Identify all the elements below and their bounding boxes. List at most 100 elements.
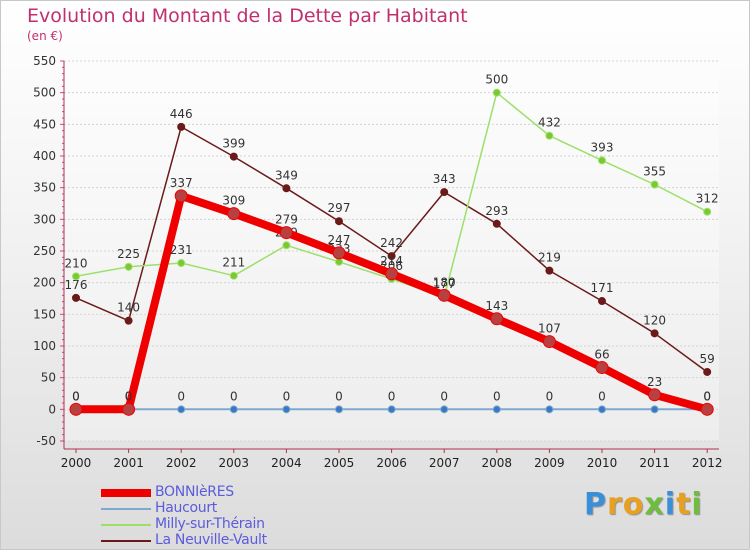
legend-swatch [101,508,151,510]
data-label-haucourt: 0 [388,389,396,403]
logo-letter: t [676,487,692,522]
data-point-bonni-res [700,402,714,416]
data-point-milly-sur-th-rain [650,180,659,189]
data-point-la-neuville-vault [440,188,449,197]
x-tick-label: 2008 [482,456,513,470]
logo-letter: o [622,487,645,522]
data-point-bonni-res [542,335,556,349]
x-tick-label: 2001 [113,456,144,470]
legend-swatch [101,489,151,497]
y-tick-label: 0 [48,402,56,416]
data-point-la-neuville-vault [650,329,659,338]
data-label-haucourt: 0 [177,389,185,403]
data-label-la-neuville-vault: 343 [433,172,456,186]
data-point-milly-sur-th-rain [282,241,291,250]
data-point-haucourt [492,405,501,414]
data-point-haucourt [229,405,238,414]
data-point-la-neuville-vault [72,293,80,302]
x-tick-label: 2004 [271,456,302,470]
data-point-bonni-res [437,288,451,302]
data-point-la-neuville-vault [124,316,133,325]
data-label-la-neuville-vault: 59 [700,352,715,366]
y-tick-label: 450 [33,117,56,131]
data-label-bonni-res: 214 [380,254,403,268]
data-label-la-neuville-vault: 176 [65,278,88,292]
data-point-la-neuville-vault [492,219,501,228]
y-tick-label: 200 [33,276,56,290]
data-point-la-neuville-vault [335,217,343,226]
data-point-milly-sur-th-rain [229,271,238,280]
chart-legend: BONNIèRES Haucourt Milly-sur-Thérain La Neu… [101,484,321,549]
data-point-bonni-res [279,226,293,240]
data-point-haucourt [545,405,554,414]
data-label-bonni-res: 107 [538,322,561,336]
legend-swatch [101,524,151,526]
data-label-la-neuville-vault: 219 [538,251,561,265]
y-tick-label: 400 [33,149,56,163]
y-tick-label: -50 [36,434,56,448]
legend-item: BONNIèRES [101,484,321,501]
data-point-bonni-res [648,388,662,402]
data-point-milly-sur-th-rain [124,262,133,271]
data-label-bonni-res: 0 [125,389,133,403]
data-label-bonni-res: 23 [647,375,662,389]
data-label-bonni-res: 279 [275,213,298,227]
y-tick-label: 250 [33,244,56,258]
logo-letter: i [691,487,703,522]
data-label-la-neuville-vault: 446 [170,107,193,121]
data-label-la-neuville-vault: 171 [591,281,614,295]
data-point-la-neuville-vault [703,367,712,376]
data-label-bonni-res: 0 [72,389,80,403]
data-label-haucourt: 0 [598,389,606,403]
x-tick-label: 2009 [534,456,565,470]
data-point-bonni-res [332,246,346,260]
chart-title: Evolution du Montant de la Dette par Hab… [27,5,468,27]
data-label-haucourt: 0 [493,389,501,403]
data-label-bonni-res: 143 [485,299,508,313]
data-point-haucourt [387,405,396,414]
data-label-bonni-res: 247 [328,233,351,247]
data-label-haucourt: 0 [72,389,80,403]
x-tick-label: 2012 [692,456,723,470]
x-tick-label: 2011 [639,456,670,470]
data-point-milly-sur-th-rain [72,272,80,281]
data-point-haucourt [335,405,343,414]
x-tick-label: 2007 [429,456,460,470]
data-point-bonni-res [69,402,83,416]
data-point-milly-sur-th-rain [545,131,554,140]
data-label-la-neuville-vault: 399 [222,137,245,151]
y-tick-label: 50 [41,371,56,385]
data-label-haucourt: 0 [283,389,291,403]
data-point-bonni-res [122,402,136,416]
data-label-bonni-res: 66 [594,348,609,362]
data-label-milly-sur-th-rain: 500 [485,73,508,87]
logo-letter: x [644,487,665,522]
data-point-bonni-res [227,207,241,221]
proxiti-logo: Proxiti [584,487,703,522]
data-label-milly-sur-th-rain: 393 [591,140,614,154]
y-tick-label: 350 [33,181,56,195]
data-point-haucourt [598,405,606,414]
data-point-bonni-res [174,189,188,203]
y-tick-label: 550 [33,54,56,68]
legend-label: La Neuville-Vault [155,532,267,548]
data-label-milly-sur-th-rain: 210 [65,256,88,270]
data-point-bonni-res [385,267,399,281]
x-tick-label: 2002 [166,456,197,470]
x-tick-label: 2006 [376,456,407,470]
data-label-bonni-res: 180 [433,275,456,289]
data-label-haucourt: 0 [546,389,554,403]
data-label-milly-sur-th-rain: 355 [643,165,666,179]
data-label-la-neuville-vault: 242 [380,236,403,250]
data-point-bonni-res [595,361,609,375]
data-point-milly-sur-th-rain [703,207,712,216]
data-label-milly-sur-th-rain: 225 [117,247,140,261]
data-label-la-neuville-vault: 293 [485,204,508,218]
data-label-la-neuville-vault: 349 [275,168,298,182]
data-label-milly-sur-th-rain: 432 [538,116,561,130]
x-tick-label: 2003 [219,456,250,470]
data-point-milly-sur-th-rain [177,259,186,268]
data-label-bonni-res: 309 [222,194,245,208]
y-tick-label: 300 [33,212,56,226]
